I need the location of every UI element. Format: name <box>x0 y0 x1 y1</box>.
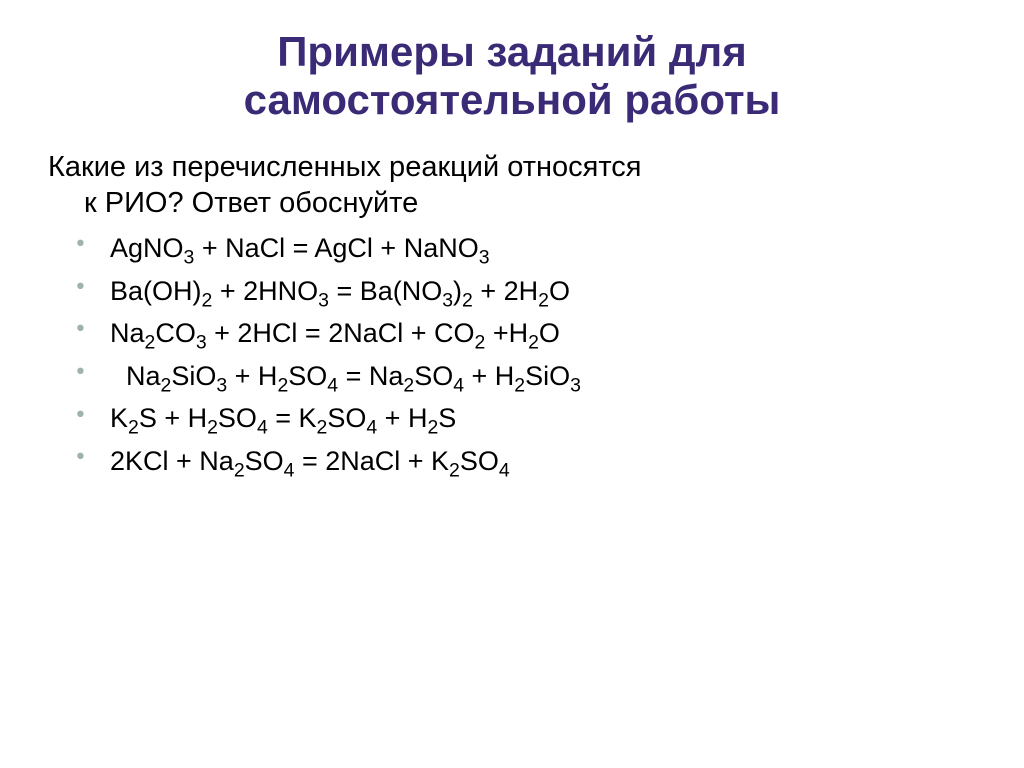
equation-list: AgNO3 + NaCl = AgCl + NaNO3 Ba(OH)2 + 2HN… <box>48 229 984 484</box>
equation-item: 2KCl + Na2SO4 = 2NaCl + K2SO4 <box>110 442 984 485</box>
body-area: Какие из перечисленных реакций относятся… <box>40 149 984 485</box>
equation-item: AgNO3 + NaCl = AgCl + NaNO3 <box>110 229 984 272</box>
slide: Примеры заданий для самостоятельной рабо… <box>0 0 1024 768</box>
intro-text: Какие из перечисленных реакций относятся… <box>48 149 984 222</box>
equation-item: K2S + H2SO4 = K2SO4 + H2S <box>110 399 984 442</box>
intro-line-2: к РИО? Ответ обоснуйте <box>48 185 984 221</box>
equation-text: Ba(OH)2 + 2HNO3 = Ba(NO3)2 + 2H2O <box>110 276 570 306</box>
equation-text: K2S + H2SO4 = K2SO4 + H2S <box>110 403 456 433</box>
equation-text: Na2CO3 + 2HCl = 2NaCl + CO2 +H2O <box>110 318 560 348</box>
equation-text: Na2SiO3 + H2SO4 = Na2SO4 + H2SiO3 <box>126 361 581 391</box>
equation-item: Na2SiO3 + H2SO4 = Na2SO4 + H2SiO3 <box>110 357 984 400</box>
title-line-1: Примеры заданий для <box>277 28 747 75</box>
equation-item: Ba(OH)2 + 2HNO3 = Ba(NO3)2 + 2H2O <box>110 272 984 315</box>
equation-text: AgNO3 + NaCl = AgCl + NaNO3 <box>110 233 490 263</box>
slide-title: Примеры заданий для самостоятельной рабо… <box>40 28 984 125</box>
equation-text: 2KCl + Na2SO4 = 2NaCl + K2SO4 <box>110 446 510 476</box>
equation-item: Na2CO3 + 2HCl = 2NaCl + CO2 +H2O <box>110 314 984 357</box>
title-line-2: самостоятельной работы <box>244 76 781 123</box>
intro-line-1: Какие из перечисленных реакций относятся <box>48 149 984 185</box>
